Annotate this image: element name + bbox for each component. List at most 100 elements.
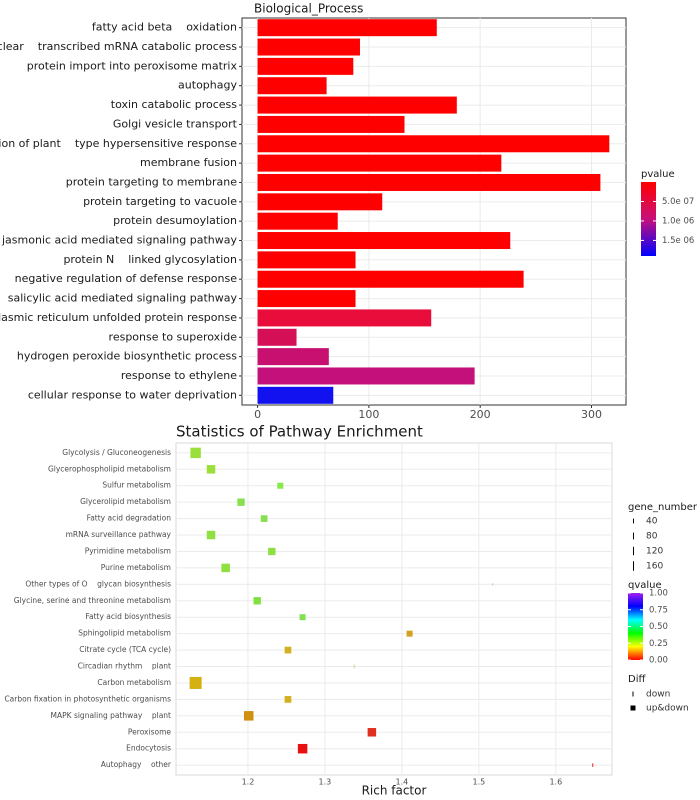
- plot-panel: [241, 17, 627, 406]
- y-tick-label: Pyrimidine metabolism: [85, 546, 171, 555]
- y-tick-label: membrane fusion: [140, 156, 237, 169]
- y-tick-label: Other types of O glycan biosynthesis: [25, 579, 171, 588]
- legend-label: 80: [646, 532, 658, 542]
- point: [277, 482, 284, 489]
- y-tick-label: Glycine, serine and threonine metabolism: [14, 596, 171, 605]
- bar: [257, 57, 354, 75]
- y-tick-label: protein import into peroxisome matrix: [27, 59, 238, 72]
- legend-label: 160: [646, 562, 663, 572]
- bar: [257, 348, 329, 366]
- colorbar-label: 1.5e 06: [662, 236, 694, 246]
- bar: [257, 135, 610, 153]
- bar: [257, 173, 601, 191]
- y-tick-label: negative regulation of defense response: [15, 272, 238, 285]
- y-tick-label: mRNA surveillance pathway: [66, 530, 172, 539]
- legend-symbol: [633, 518, 634, 524]
- y-tick-label: jasmonic acid mediated signaling pathway: [1, 234, 237, 247]
- point: [353, 664, 355, 669]
- point: [190, 447, 201, 459]
- x-tick-label: 100: [358, 408, 379, 421]
- x-tick-label: 1.6: [549, 778, 562, 787]
- bar: [257, 367, 475, 385]
- x-tick-label: 200: [470, 408, 491, 421]
- y-tick-label: Sulfur metabolism: [102, 481, 171, 490]
- bar: [257, 232, 511, 250]
- y-tick-label: salicylic acid mediated signaling pathwa…: [8, 292, 238, 305]
- bar: [257, 193, 383, 211]
- y-tick-label: toxin catabolic process: [111, 98, 237, 111]
- y-tick-label: Glycolysis / Gluconeogenesis: [62, 448, 171, 457]
- y-tick-label: MAPK signaling pathway plant: [51, 711, 172, 720]
- x-tick-label: 1.3: [319, 778, 332, 787]
- point: [592, 763, 594, 767]
- bar: [257, 154, 502, 172]
- point: [189, 676, 202, 689]
- legend-title: pvalue: [641, 169, 675, 180]
- y-tick-label: Citrate cycle (TCA cycle): [79, 645, 171, 654]
- legend-symbol: [633, 532, 634, 540]
- colorbar-label: 5.0e 07: [662, 197, 694, 207]
- point: [243, 711, 254, 721]
- colorbar: [641, 182, 656, 256]
- legend-symbol: [633, 546, 634, 556]
- bar: [257, 77, 327, 95]
- point: [492, 583, 494, 586]
- y-tick-label: Carbon metabolism: [97, 678, 171, 687]
- colorbar-label: 0.50: [649, 622, 668, 632]
- point: [206, 530, 216, 540]
- y-tick-label: Glycerolipid metabolism: [80, 497, 171, 506]
- bar: [257, 328, 297, 346]
- legend-symbol: [633, 561, 634, 571]
- bar: [257, 38, 360, 56]
- y-tick-label: Sphingolipid metabolism: [78, 629, 171, 638]
- y-tick-label: Peroxisome: [128, 727, 171, 736]
- y-tick-label: protein targeting to vacuole: [83, 195, 237, 208]
- bar: [257, 212, 338, 230]
- point: [268, 547, 276, 556]
- bar: [257, 96, 457, 114]
- y-tick-label: Glycerophospholipid metabolism: [48, 464, 171, 473]
- bar: [257, 270, 524, 288]
- point: [299, 614, 306, 621]
- colorbar: [628, 593, 643, 660]
- y-tick-label: response to superoxide: [109, 330, 238, 343]
- y-tick-label: Circadian rhythm plant: [78, 662, 171, 671]
- y-tick-label: Fatty acid biosynthesis: [85, 612, 171, 621]
- point: [284, 696, 292, 703]
- y-tick-label: Golgi vesicle transport: [113, 117, 238, 130]
- point: [237, 498, 245, 506]
- y-tick-label: Fatty acid degradation: [87, 514, 172, 523]
- y-tick-label: cellular response to water deprivation: [28, 388, 237, 401]
- point: [284, 646, 292, 654]
- x-tick-label: 1.4: [396, 778, 409, 787]
- colorbar-label: 0.25: [649, 639, 668, 649]
- chart-title: Biological_Process: [254, 2, 363, 16]
- plot-panel: [175, 442, 613, 776]
- legend-label: 120: [646, 547, 663, 557]
- bar: [257, 290, 356, 308]
- x-tick-label: 0: [254, 408, 261, 421]
- y-tick-label: response to ethylene: [121, 369, 237, 382]
- colorbar-label: 0.00: [649, 656, 668, 666]
- point: [260, 515, 268, 522]
- y-tick-label: Autophagy other: [101, 760, 172, 769]
- colorbar-label: 0.75: [649, 605, 668, 615]
- bar: [257, 115, 405, 133]
- colorbar-label: 1.00: [649, 589, 668, 599]
- y-tick-label: protein targeting to membrane: [66, 175, 238, 188]
- point: [406, 630, 413, 637]
- x-tick-label: 1.5: [472, 778, 485, 787]
- legend-label: up&down: [646, 704, 689, 714]
- x-tick-label: 1.2: [242, 778, 255, 787]
- bar: [257, 251, 356, 269]
- legend-title: Diff: [628, 674, 646, 685]
- colorbar-label: 1.0e 06: [662, 216, 694, 226]
- y-tick-label: nuclear transcribed mRNA catabolic proce…: [0, 40, 237, 53]
- x-tick-label: 300: [581, 408, 602, 421]
- legend-title: qvalue: [628, 580, 662, 591]
- y-tick-label: autophagy: [178, 79, 237, 92]
- y-tick-label: protein N linked glycosylation: [63, 253, 237, 266]
- point: [253, 597, 261, 605]
- y-tick-label: hydrogen peroxide biosynthetic process: [17, 350, 237, 363]
- y-tick-label: protein desumoylation: [113, 214, 237, 227]
